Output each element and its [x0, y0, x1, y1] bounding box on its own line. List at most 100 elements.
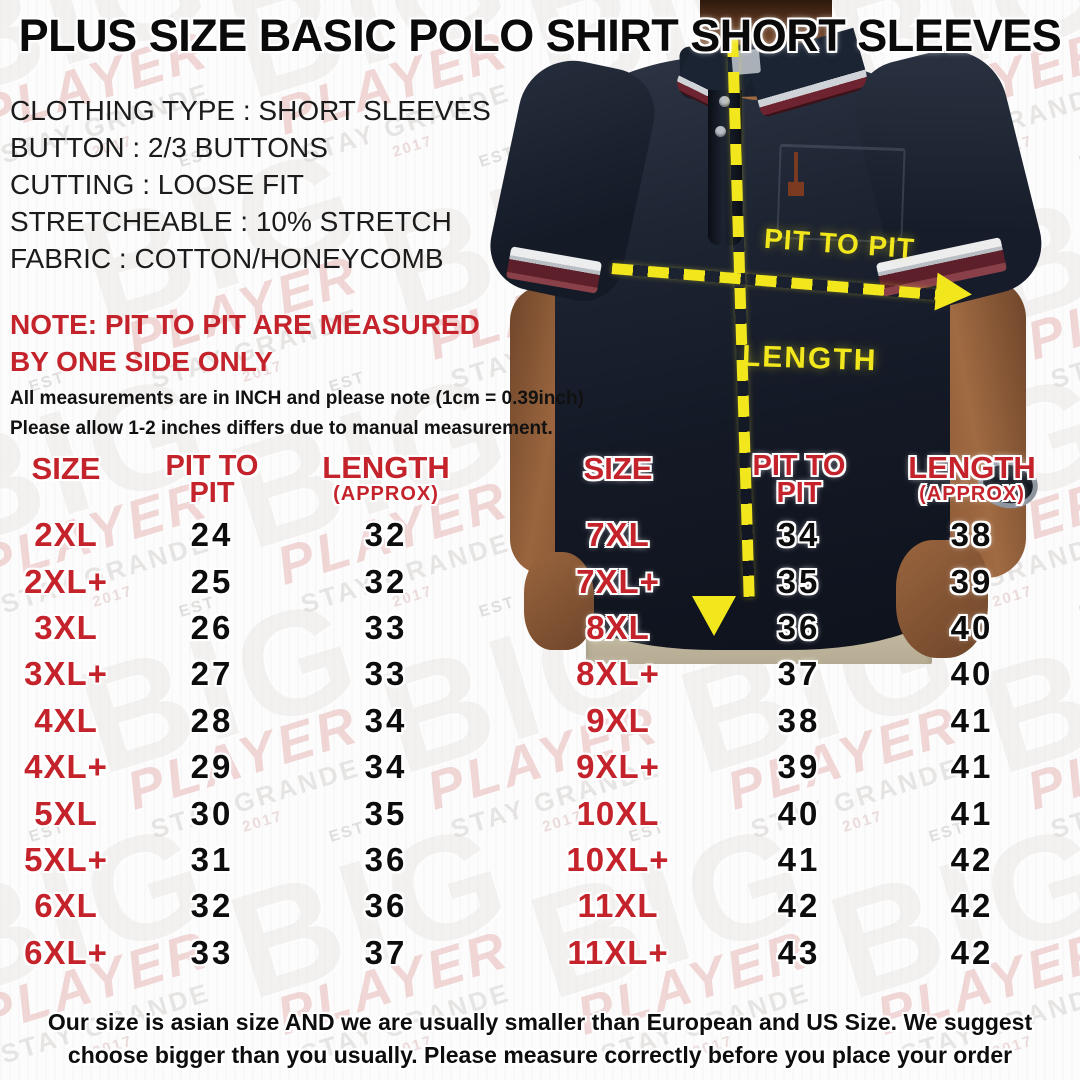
size-cell: 6XL	[34, 887, 98, 925]
length-value-cell: 34	[364, 701, 408, 739]
pit-value-cell: 34	[777, 516, 821, 554]
length-value-cell: 38	[950, 516, 994, 554]
model-right-hand	[896, 540, 988, 658]
pit-value-cell: 25	[190, 562, 234, 600]
size-cell: 3XL+	[24, 655, 108, 693]
pit-value-cell: 31	[190, 840, 234, 878]
length-header-approx: (APPROX)	[919, 483, 1025, 505]
length-value-cell: 33	[364, 608, 408, 646]
right-table-length-column: LENGTH (APPROX) 38 39 40 40 41 41 41 42 42 42	[862, 448, 1080, 976]
measurement-info-line: Please allow 1-2 inches differs due to m…	[10, 418, 553, 439]
product-specs-list: CLOTHING TYPE : SHORT SLEEVES BUTTON : 2/…	[10, 92, 491, 277]
spec-line: BUTTON : 2/3 BUTTONS	[10, 132, 328, 163]
size-cell: 8XL	[586, 608, 650, 646]
pit-value-cell: 38	[777, 701, 821, 739]
pit-value-cell: 24	[190, 516, 234, 554]
disclaimer-line2: choose bigger than you usually. Please m…	[67, 1042, 1013, 1068]
left-pit-cells: 24 25 26 27 28 29 30 31 32 33	[102, 512, 322, 976]
length-value-cell: 41	[950, 701, 994, 739]
size-cell: 7XL+	[576, 562, 660, 600]
length-value-cell: 41	[950, 794, 994, 832]
size-cell: 11XL	[577, 887, 659, 925]
left-table-length-column: LENGTH (APPROX) 32 32 33 33 34 34 35 36 36 37	[276, 448, 496, 976]
length-value-cell: 33	[364, 655, 408, 693]
length-label: LENGTH	[741, 339, 878, 378]
pit-value-cell: 41	[777, 840, 821, 878]
size-cell: 8XL+	[576, 655, 660, 693]
pit-header-line2: PIT	[776, 477, 822, 509]
length-arrowhead-icon	[692, 596, 736, 636]
length-header-approx: (APPROX)	[333, 483, 439, 505]
pit-header-line2: PIT	[189, 477, 235, 509]
pit-value-cell: 30	[190, 794, 234, 832]
pit-value-cell: 43	[777, 933, 821, 971]
length-value-cell: 35	[364, 794, 408, 832]
column-header-length: LENGTH (APPROX)	[276, 448, 496, 512]
size-cell: 2XL	[34, 516, 98, 554]
pit-value-cell: 27	[190, 655, 234, 693]
size-cell: 4XL	[34, 701, 98, 739]
column-header-pit-to-pit: PIT TO PIT	[689, 448, 909, 512]
pit-value-cell: 32	[190, 887, 234, 925]
note-line2: BY ONE SIDE ONLY	[10, 346, 273, 377]
length-value-cell: 34	[364, 748, 408, 786]
length-header-line1: LENGTH	[322, 450, 450, 485]
sizing-disclaimer: Our size is asian size AND we are usuall…	[0, 1006, 1080, 1072]
page-title: PLUS SIZE BASIC POLO SHIRT SHORT SLEEVES	[18, 10, 1062, 61]
length-value-cell: 42	[950, 933, 994, 971]
pit-value-cell: 35	[777, 562, 821, 600]
size-cell: 11XL+	[567, 933, 669, 971]
spec-line: FABRIC : COTTON/HONEYCOMB	[10, 243, 444, 274]
pit-value-cell: 29	[190, 748, 234, 786]
length-value-cell: 40	[950, 608, 994, 646]
left-table-size-column: SIZE 2XL 2XL+ 3XL 3XL+ 4XL 4XL+ 5XL 5XL+ 6XL 6XL+	[0, 448, 176, 976]
length-header-line1: LENGTH	[908, 450, 1036, 485]
length-value-cell: 41	[950, 748, 994, 786]
right-table-size-column: SIZE 7XL 7XL+ 8XL 8XL+ 9XL 9XL+ 10XL 10XL+ 11XL 1…	[508, 448, 728, 976]
column-header-length: LENGTH (APPROX)	[862, 448, 1080, 512]
length-value-cell: 42	[950, 887, 994, 925]
left-size-cells: 2XL 2XL+ 3XL 3XL+ 4XL 4XL+ 5XL 5XL+ 6XL 6XL+	[0, 512, 176, 976]
size-cell: 2XL+	[24, 562, 108, 600]
right-pit-cells: 34 35 36 37 38 39 40 41 42 43	[689, 512, 909, 976]
length-value-cell: 36	[364, 840, 408, 878]
column-header-size: SIZE	[31, 451, 101, 486]
right-length-cells: 38 39 40 40 41 41 41 42 42 42	[862, 512, 1080, 976]
size-cell: 7XL	[586, 516, 650, 554]
left-table-pit-column: PIT TO PIT 24 25 26 27 28 29 30 31 32 33	[102, 448, 322, 976]
length-value-cell: 37	[364, 933, 408, 971]
pit-value-cell: 33	[190, 933, 234, 971]
pit-header-line1: PIT TO	[752, 450, 846, 482]
pit-value-cell: 42	[777, 887, 821, 925]
length-value-cell: 32	[364, 562, 408, 600]
model-right-arm	[936, 278, 1026, 578]
pit-value-cell: 26	[190, 608, 234, 646]
pit-value-cell: 39	[777, 748, 821, 786]
size-cell: 6XL+	[24, 933, 108, 971]
measurement-note: NOTE: PIT TO PIT ARE MEASURED BY ONE SID…	[10, 306, 480, 380]
size-cell: 5XL+	[24, 840, 108, 878]
polo-button	[715, 126, 726, 137]
size-cell: 3XL	[34, 608, 98, 646]
disclaimer-line1: Our size is asian size AND we are usuall…	[47, 1009, 1033, 1035]
measurement-info: All measurements are in INCH and please …	[10, 384, 584, 444]
spec-line: CUTTING : LOOSE FIT	[10, 169, 305, 200]
left-length-cells: 32 32 33 33 34 34 35 36 36 37	[276, 512, 496, 976]
pit-to-pit-arrowhead-icon	[934, 272, 974, 314]
right-size-cells: 7XL 7XL+ 8XL 8XL+ 9XL 9XL+ 10XL 10XL+ 11XL 11XL+	[508, 512, 728, 976]
polo-button	[719, 96, 730, 107]
note-line1: NOTE: PIT TO PIT ARE MEASURED	[10, 309, 480, 340]
model-left-hand	[524, 552, 594, 650]
measurement-info-line: All measurements are in INCH and please …	[10, 388, 584, 409]
pit-value-cell: 40	[777, 794, 821, 832]
length-value-cell: 32	[364, 516, 408, 554]
right-table-pit-column: PIT TO PIT 34 35 36 37 38 39 40 41 42 43	[689, 448, 909, 976]
length-value-cell: 42	[950, 840, 994, 878]
pit-value-cell: 37	[777, 655, 821, 693]
pit-value-cell: 36	[777, 608, 821, 646]
size-cell: 5XL	[34, 794, 98, 832]
length-value-cell: 40	[950, 655, 994, 693]
size-cell: 4XL+	[24, 748, 108, 786]
spec-line: CLOTHING TYPE : SHORT SLEEVES	[10, 95, 491, 126]
